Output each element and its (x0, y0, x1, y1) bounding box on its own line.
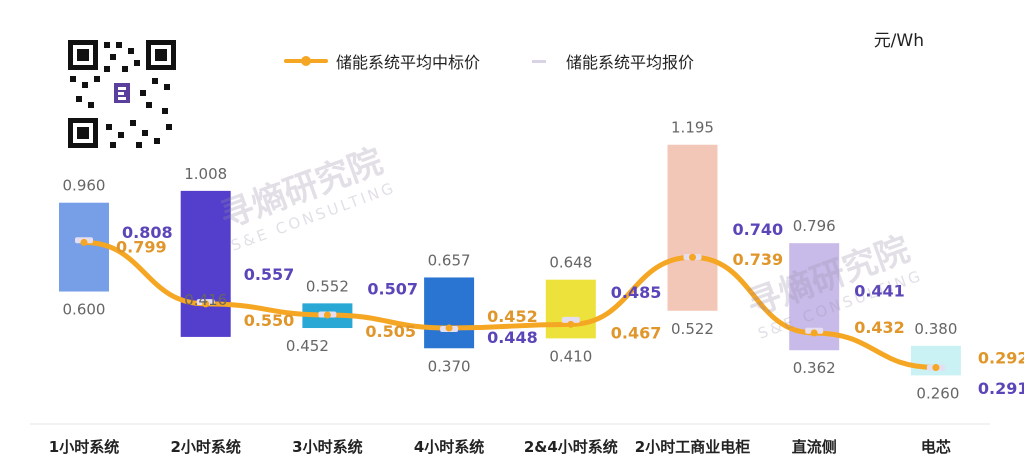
x-tick-label: 4小时系统 (414, 438, 484, 456)
bid-value-label: 0.467 (611, 323, 662, 342)
bid-point (445, 324, 453, 332)
range-bar (424, 277, 475, 349)
range-bar (545, 279, 596, 339)
bid-point (567, 320, 575, 328)
bid-point (932, 364, 940, 372)
range-bar (667, 144, 718, 311)
range-high-label: 0.960 (63, 177, 106, 195)
quote-value-label: 0.448 (487, 328, 538, 347)
legend-label-quote: 储能系统平均报价 (566, 53, 695, 72)
quote-value-label: 0.507 (367, 279, 418, 298)
x-tick-label: 3小时系统 (292, 438, 362, 456)
range-high-label: 0.657 (428, 251, 471, 269)
range-low-label: 0.522 (671, 320, 714, 338)
range-low-label: 0.362 (793, 359, 836, 377)
range-high-label: 0.552 (306, 277, 349, 295)
quote-value-label: 0.557 (244, 265, 295, 284)
bid-point (202, 300, 210, 308)
x-tick-label: 2&4小时系统 (524, 438, 618, 456)
quote-value-label: 0.441 (854, 282, 905, 301)
range-low-label: 0.416 (184, 291, 227, 309)
range-bar (59, 202, 109, 292)
x-tick-label: 2小时系统 (170, 438, 240, 456)
qr-code-icon (66, 38, 178, 150)
range-low-label: 0.260 (916, 384, 959, 402)
bid-value-label: 0.739 (733, 250, 784, 269)
legend-swatch-line (284, 56, 328, 66)
bid-value-label: 0.292 (978, 349, 1024, 368)
range-low-label: 0.600 (63, 301, 106, 319)
bid-line (81, 239, 939, 371)
range-low-label: 0.370 (428, 357, 471, 375)
legend-label-bid: 储能系统平均中标价 (336, 53, 481, 72)
bid-value-label: 0.505 (365, 322, 416, 341)
range-high-label: 1.195 (671, 119, 714, 137)
bid-point (689, 253, 696, 261)
bid-point (80, 238, 88, 246)
bid-value-label: 0.432 (854, 318, 905, 337)
bid-value-label: 0.452 (487, 307, 538, 326)
range-high-label: 0.380 (914, 320, 957, 338)
range-high-label: 0.796 (793, 217, 836, 235)
x-tick-label: 直流侧 (792, 438, 837, 456)
range-low-label: 0.410 (549, 347, 592, 365)
legend-item-bid: 储能系统平均中标价 (284, 49, 480, 73)
bid-value-label: 0.799 (116, 237, 167, 256)
bid-point (810, 329, 818, 337)
x-tick-label: 2小时工商业电柜 (635, 438, 750, 456)
x-tick-label: 电芯 (921, 438, 951, 456)
quote-value-label: 0.485 (611, 283, 662, 302)
bid-value-label: 0.550 (244, 311, 295, 330)
legend-swatch-marker (532, 59, 547, 63)
range-high-label: 0.648 (549, 254, 592, 272)
quote-value-label: 0.291 (978, 379, 1024, 398)
range-low-label: 0.452 (286, 337, 329, 355)
quote-value-label: 0.740 (733, 220, 784, 239)
legend: 储能系统平均中标价 储能系统平均报价 (284, 49, 736, 73)
quote-marker (561, 316, 580, 323)
quote-value-label: 0.808 (122, 223, 173, 242)
unit-label: 元/Wh (873, 31, 924, 51)
legend-item-quote: 储能系统平均报价 (522, 49, 694, 73)
range-high-label: 1.008 (184, 165, 227, 183)
bid-point (323, 311, 331, 319)
x-tick-label: 1小时系统 (49, 438, 119, 456)
range-bar (180, 190, 231, 337)
